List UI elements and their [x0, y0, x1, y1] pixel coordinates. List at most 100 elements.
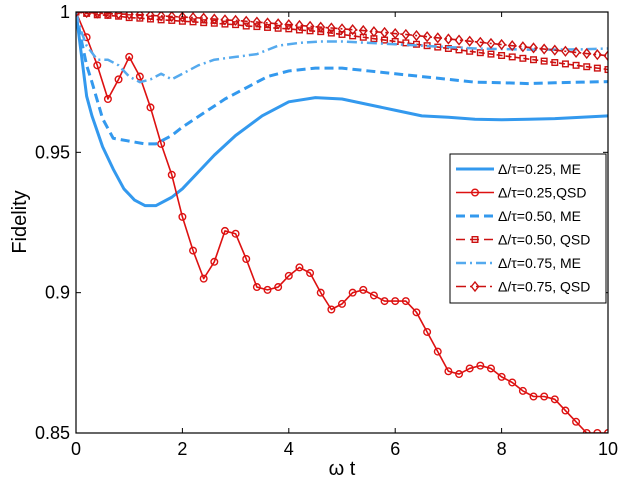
data-point [220, 14, 230, 26]
series-line [76, 12, 608, 433]
data-point [242, 22, 250, 30]
legend-label: Δ/τ=0.25, ME [498, 161, 581, 177]
data-point [390, 27, 400, 40]
data-point [114, 75, 123, 84]
data-point [273, 18, 283, 30]
data-point [412, 308, 421, 317]
data-point [253, 23, 261, 31]
data-point [530, 56, 538, 64]
data-point [498, 52, 506, 60]
data-point [444, 44, 452, 52]
data-point [529, 392, 538, 401]
legend-box [449, 153, 607, 304]
data-point [338, 30, 346, 38]
data-point [231, 229, 240, 238]
data-point [168, 16, 176, 24]
legend-label: Δ/τ=0.50, ME [498, 208, 581, 224]
data-point [188, 12, 198, 24]
legend-item: Δ/τ=0.25, ME [456, 161, 581, 177]
data-point [380, 26, 390, 39]
data-point [305, 20, 315, 32]
data-point [572, 417, 581, 426]
data-point [561, 60, 569, 68]
data-point [125, 14, 133, 22]
data-point [443, 33, 453, 45]
data-point [422, 31, 432, 43]
data-point [263, 285, 272, 294]
data-point [593, 429, 602, 433]
y-axis-label: Fidelity [9, 190, 31, 253]
data-point [178, 17, 186, 25]
data-point [518, 41, 528, 53]
data-point [221, 20, 229, 28]
data-point [369, 291, 378, 300]
legend-marker [471, 188, 480, 197]
y-tick-label: 0.85 [35, 423, 70, 443]
data-point [348, 288, 357, 297]
data-point [433, 347, 442, 356]
legend-item: Δ/τ=0.75, QSD [456, 279, 590, 295]
x-tick-label: 8 [497, 439, 507, 459]
legend-item: Δ/τ=0.50, ME [456, 208, 581, 224]
y-tick-label: 0.95 [35, 142, 70, 162]
data-point [401, 28, 411, 41]
data-point [199, 12, 209, 24]
data-point [603, 50, 608, 62]
data-point [231, 14, 241, 27]
data-point [539, 43, 549, 55]
data-point [582, 429, 591, 433]
data-point [210, 257, 219, 266]
data-point [135, 12, 145, 21]
data-point [582, 47, 592, 60]
data-point [145, 12, 155, 21]
data-point [200, 19, 208, 27]
data-point [284, 271, 293, 280]
data-point [337, 23, 347, 35]
data-point [189, 18, 197, 26]
data-point [252, 283, 261, 292]
data-point [156, 12, 166, 22]
data-point [317, 28, 325, 36]
legend-marker [471, 235, 479, 243]
data-point [167, 170, 176, 179]
data-point [306, 27, 314, 35]
legend-item: Δ/τ=0.25,QSD [456, 185, 586, 201]
data-point [264, 23, 272, 31]
plot-frame [75, 11, 609, 434]
data-point [572, 61, 580, 69]
data-point [177, 12, 187, 23]
data-point [497, 38, 507, 51]
data-point [146, 15, 154, 23]
data-point [369, 26, 379, 38]
data-point [263, 17, 273, 29]
series-line [76, 12, 608, 57]
data-point [475, 36, 485, 48]
data-point [465, 364, 474, 373]
data-point [593, 64, 601, 72]
data-point [454, 34, 464, 46]
data-point [348, 24, 358, 36]
data-point [487, 50, 495, 58]
legend-label: Δ/τ=0.50, QSD [498, 232, 590, 248]
data-point [125, 52, 134, 61]
data-point [252, 16, 262, 28]
series-3 [76, 12, 608, 146]
data-point [82, 12, 92, 19]
data-point [560, 45, 570, 57]
data-point [380, 297, 389, 306]
data-point [242, 254, 251, 263]
series-line [76, 12, 608, 71]
data-point [349, 32, 357, 40]
data-point [465, 35, 475, 47]
series-line [76, 12, 608, 208]
data-point [92, 12, 102, 19]
data-point [444, 367, 453, 376]
data-point [529, 42, 539, 54]
data-point [199, 274, 208, 283]
data-point [93, 61, 102, 70]
x-tick-label: 2 [177, 439, 187, 459]
legend-item: Δ/τ=0.75, ME [456, 255, 581, 271]
data-point [433, 32, 443, 44]
data-point [519, 54, 527, 62]
